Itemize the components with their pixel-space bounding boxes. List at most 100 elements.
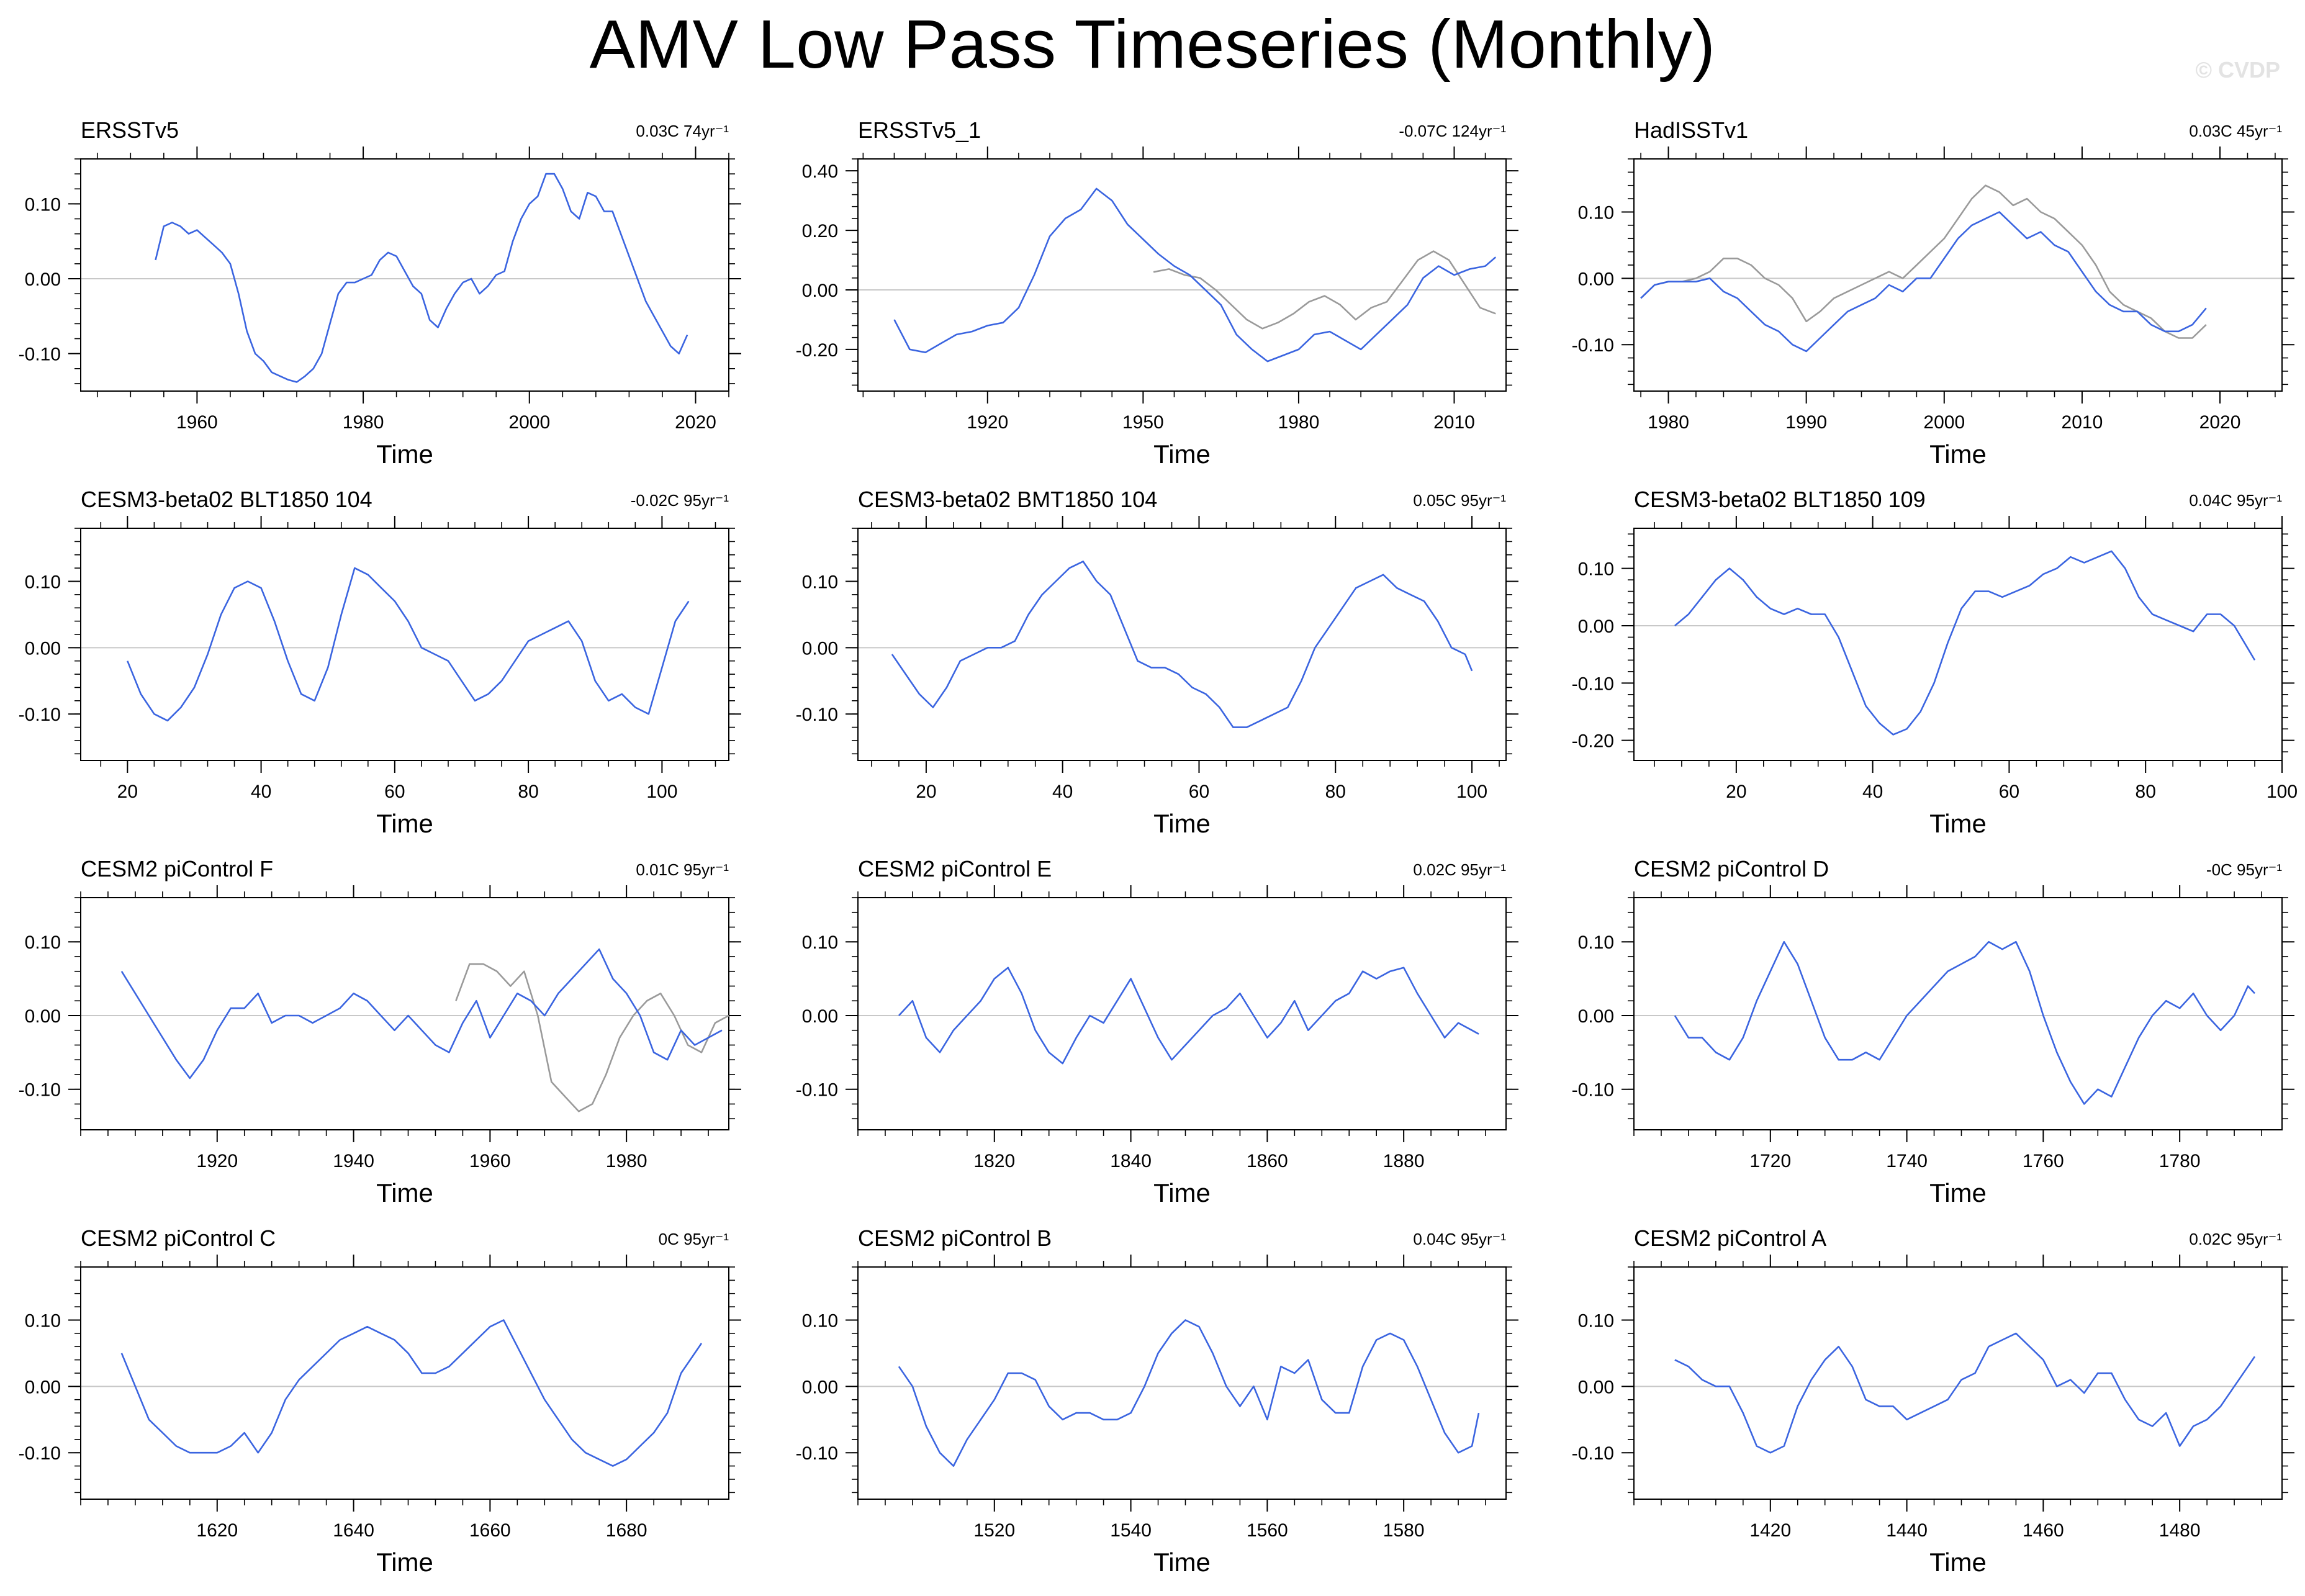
x-tick-label: 1640: [333, 1520, 374, 1541]
x-tick-label: 100: [1456, 782, 1487, 802]
y-tick-label: 0.10: [25, 932, 61, 953]
y-tick-label: -0.10: [1572, 1080, 1614, 1101]
x-tick-label: 2000: [1923, 412, 1965, 433]
y-tick-label: 0.00: [802, 1377, 838, 1397]
y-tick-label: 0.10: [802, 572, 838, 592]
x-tick-label: 1860: [1247, 1151, 1288, 1171]
watermark: © CVDP: [2195, 57, 2280, 83]
x-tick-label: 1980: [343, 412, 384, 433]
panel-1: ERSSTv5 0.03C 74yr⁻¹ -0.10 0.00 0.10 1960 1980…: [19, 117, 741, 469]
series-line: [155, 173, 688, 383]
panel-title: HadISSTv1: [1634, 117, 1748, 143]
panel-trend-stat: 0.02C 95yr⁻¹: [2189, 1230, 2282, 1248]
y-tick-label: 0.10: [1578, 1310, 1614, 1331]
y-tick-label: -0.10: [19, 345, 61, 365]
y-tick-label: 0.40: [802, 161, 838, 182]
y-tick-label: 0.10: [1578, 202, 1614, 223]
y-tick-label: -0.10: [796, 705, 838, 725]
series-line: [120, 1319, 703, 1467]
panel-title: CESM3-beta02 BMT1850 104: [858, 487, 1157, 512]
x-tick-label: 1820: [973, 1151, 1015, 1171]
x-tick-label: 1990: [1785, 412, 1827, 433]
panel-2: ERSSTv5_1 -0.07C 124yr⁻¹ -0.20 0.00 0.20 0.40…: [796, 117, 1518, 469]
x-tick-label: 1680: [606, 1520, 647, 1541]
y-tick-label: -0.10: [1572, 335, 1614, 356]
plot-frame: [80, 528, 729, 761]
panel-4: CESM3-beta02 BLT1850 104 -0.02C 95yr⁻¹ -0.…: [19, 487, 741, 838]
x-tick-label: 1520: [973, 1520, 1015, 1541]
panel-title: CESM2 piControl B: [858, 1225, 1052, 1251]
y-tick-label: 0.10: [1578, 932, 1614, 953]
x-tick-label: 1760: [2023, 1151, 2064, 1171]
x-tick-label: 1840: [1110, 1151, 1152, 1171]
y-tick-label: 0.00: [802, 1006, 838, 1027]
y-tick-label: -0.10: [796, 1080, 838, 1101]
x-tick-label: 20: [1726, 782, 1746, 802]
x-tick-label: 2000: [508, 412, 550, 433]
y-tick-label: 0.10: [1578, 559, 1614, 580]
series-line: [1674, 940, 2255, 1105]
x-axis-label: Time: [1153, 1548, 1211, 1577]
y-tick-label: 0.00: [25, 1377, 61, 1397]
panel-trend-stat: -0C 95yr⁻¹: [2206, 860, 2282, 879]
plot-frame: [80, 897, 729, 1130]
y-tick-label: 0.20: [802, 221, 838, 241]
x-tick-label: 100: [646, 782, 677, 802]
y-tick-label: 0.00: [25, 638, 61, 659]
x-tick-label: 80: [2136, 782, 2156, 802]
x-axis-label: Time: [1929, 1548, 1987, 1577]
y-tick-label: -0.20: [1572, 731, 1614, 752]
page-title: AMV Low Pass Timeseries (Monthly): [589, 6, 1716, 83]
x-tick-label: 100: [2267, 782, 2298, 802]
y-tick-label: -0.10: [1572, 1443, 1614, 1464]
x-tick-label: 80: [518, 782, 538, 802]
series-line: [893, 187, 1497, 363]
x-tick-label: 2020: [2199, 412, 2241, 433]
x-tick-label: 2010: [1433, 412, 1475, 433]
y-tick-label: 0.00: [802, 281, 838, 301]
x-tick-label: 40: [1862, 782, 1883, 802]
x-tick-label: 1950: [1122, 412, 1164, 433]
series-line: [1640, 211, 2207, 353]
x-axis-label: Time: [376, 1548, 433, 1577]
panel-trend-stat: -0.02C 95yr⁻¹: [631, 491, 729, 510]
plot-frame: [80, 1266, 729, 1500]
x-tick-label: 1660: [469, 1520, 511, 1541]
x-tick-label: 1980: [1278, 412, 1320, 433]
panel-6: CESM3-beta02 BLT1850 109 0.04C 95yr⁻¹ -0.2…: [1572, 487, 2298, 838]
x-tick-label: 1980: [1648, 412, 1689, 433]
x-axis-label: Time: [1929, 440, 1987, 469]
panel-3: HadISSTv1 0.03C 45yr⁻¹ -0.10 0.00 0.10 1980 19…: [1572, 117, 2294, 469]
panel-trend-stat: 0.04C 95yr⁻¹: [2189, 491, 2282, 510]
y-tick-label: -0.10: [19, 1080, 61, 1101]
x-tick-label: 80: [1325, 782, 1346, 802]
panel-title: ERSSTv5_1: [858, 117, 981, 143]
x-tick-label: 1920: [967, 412, 1008, 433]
y-tick-label: -0.10: [19, 1443, 61, 1464]
series-line: [127, 567, 690, 722]
panel-trend-stat: -0.07C 124yr⁻¹: [1399, 122, 1506, 140]
panel-title: CESM3-beta02 BLT1850 109: [1634, 487, 1926, 512]
x-tick-label: 1580: [1383, 1520, 1425, 1541]
x-tick-label: 1540: [1110, 1520, 1152, 1541]
series-line: [1674, 550, 2256, 736]
panel-title: CESM2 piControl D: [1634, 856, 1829, 881]
x-tick-label: 1720: [1749, 1151, 1791, 1171]
x-tick-label: 2020: [675, 412, 716, 433]
plot-frame: [857, 528, 1507, 761]
panel-trend-stat: 0.05C 95yr⁻¹: [1413, 491, 1506, 510]
panel-11: CESM2 piControl B 0.04C 95yr⁻¹ -0.10 0.00 0.…: [796, 1225, 1518, 1577]
plot-frame: [1633, 1266, 2283, 1500]
x-tick-label: 1880: [1383, 1151, 1425, 1171]
y-tick-label: -0.10: [19, 705, 61, 725]
x-tick-label: 1560: [1247, 1520, 1288, 1541]
x-tick-label: 1480: [2159, 1520, 2201, 1541]
panel-10: CESM2 piControl C 0C 95yr⁻¹ -0.10 0.00 0.10 1…: [19, 1225, 741, 1577]
panel-9: CESM2 piControl D -0C 95yr⁻¹ -0.10 0.00 0.10…: [1572, 856, 2294, 1207]
x-axis-label: Time: [1153, 440, 1211, 469]
x-axis-label: Time: [1929, 1178, 1987, 1207]
x-tick-label: 60: [1999, 782, 2019, 802]
x-tick-label: 1960: [176, 412, 218, 433]
y-tick-label: 0.00: [1578, 269, 1614, 289]
